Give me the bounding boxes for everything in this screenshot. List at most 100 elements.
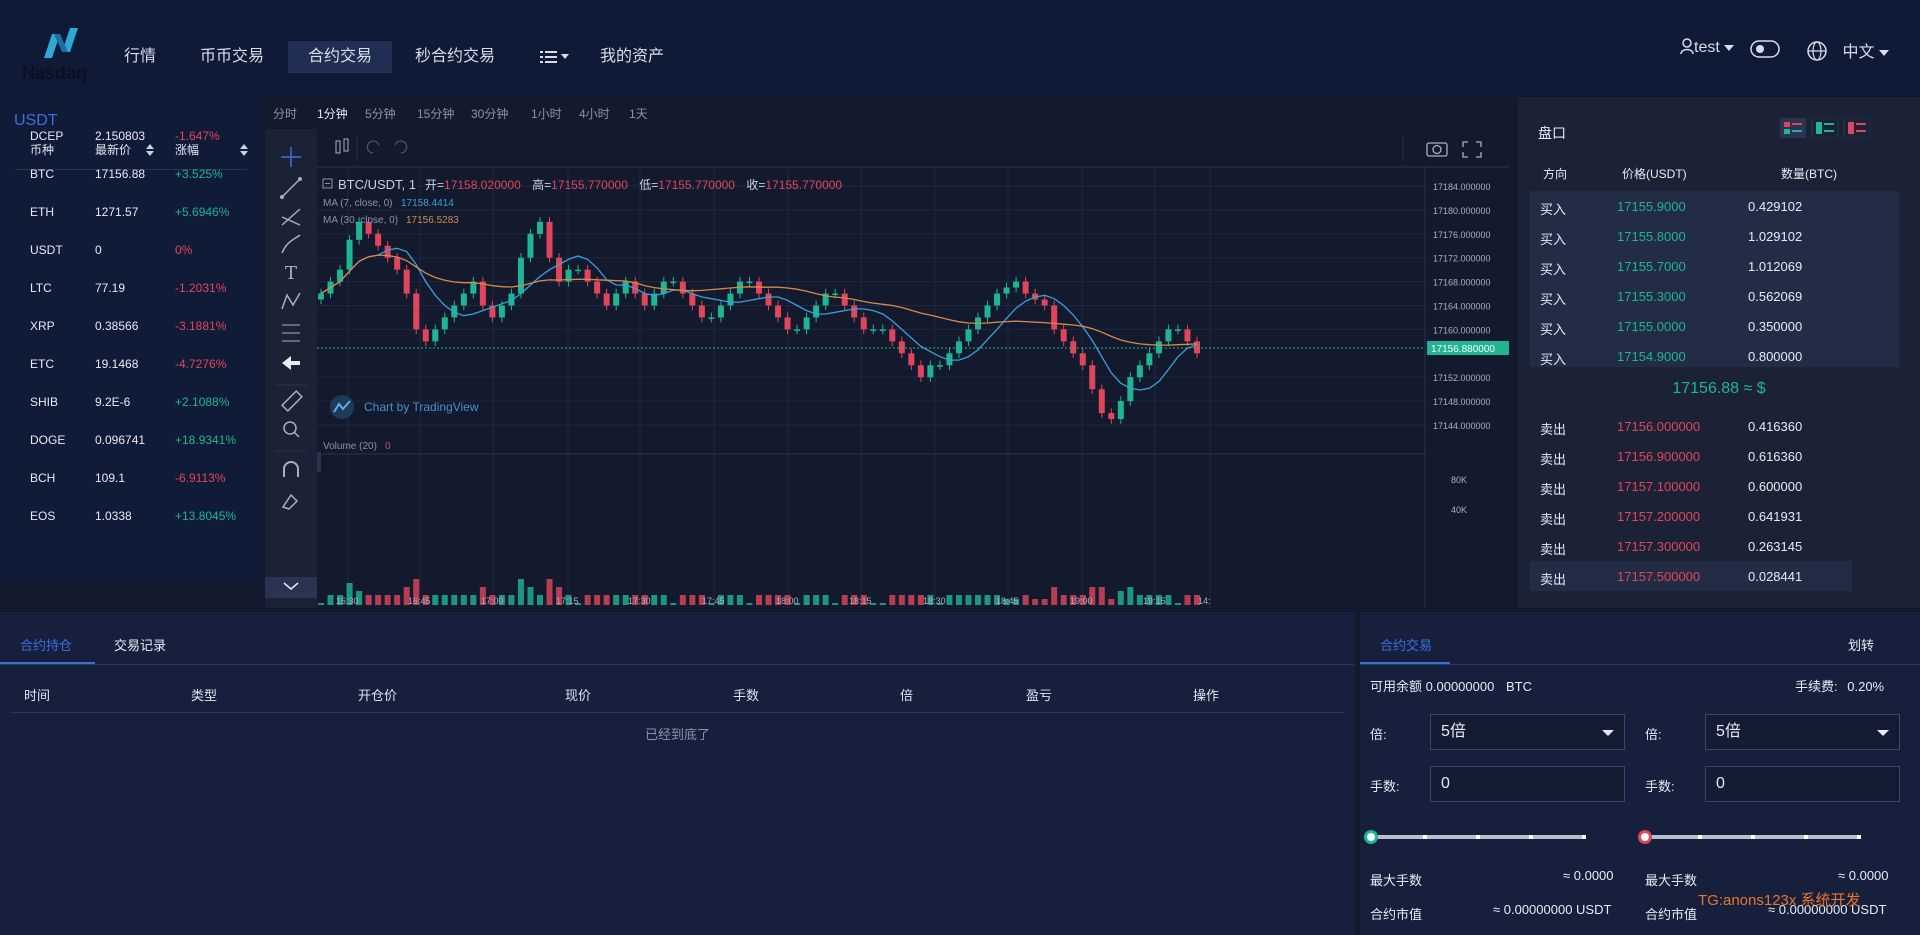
bid-row[interactable]: 买入 17154.9000 0.800000 bbox=[1530, 341, 1899, 371]
interval-option[interactable]: 1小时 bbox=[531, 107, 562, 121]
x-tick-label: 16:45 bbox=[408, 596, 431, 606]
candle bbox=[1089, 365, 1096, 390]
market-row[interactable]: EOS 1.0338 +13.8045% bbox=[0, 497, 262, 535]
market-quote-tab[interactable]: USDT bbox=[14, 112, 58, 129]
candle-type-icon[interactable] bbox=[335, 138, 349, 154]
balance-unit: BTC bbox=[1505, 679, 1532, 694]
market-row[interactable]: XRP 0.38566 -3.1881% bbox=[0, 307, 262, 345]
interval-option[interactable]: 4小时 bbox=[579, 107, 610, 121]
ask-row[interactable]: 卖出 17157.300000 0.263145 bbox=[1530, 531, 1899, 561]
price-chart[interactable]: 17184.000000 17180.000000 17176.000000 1717… bbox=[317, 129, 1510, 608]
volume-bar bbox=[841, 595, 848, 605]
bid-row[interactable]: 买入 17155.3000 0.562069 bbox=[1530, 281, 1899, 311]
volume-bar bbox=[1117, 591, 1124, 605]
logo[interactable]: Nasdaq bbox=[22, 28, 102, 88]
coin-price: 9.2E-6 bbox=[95, 395, 131, 409]
text-tool-icon[interactable]: T bbox=[285, 263, 297, 284]
magnet-icon[interactable] bbox=[283, 461, 299, 477]
lots-slider-short-handle[interactable] bbox=[1638, 830, 1652, 844]
market-row[interactable]: SHIB 9.2E-6 +2.1088% bbox=[0, 383, 262, 421]
ask-row[interactable]: 卖出 17157.500000 0.028441 bbox=[1530, 561, 1852, 591]
prediction-icon[interactable] bbox=[282, 324, 300, 342]
fib-tool-icon[interactable] bbox=[281, 208, 301, 226]
leverage-select-short[interactable]: 5倍 bbox=[1705, 714, 1900, 750]
ask-row[interactable]: 卖出 17157.100000 0.600000 bbox=[1530, 471, 1899, 501]
interval-option[interactable]: 5分钟 bbox=[365, 107, 396, 121]
volume-bar bbox=[565, 595, 572, 605]
col-header-change[interactable]: 涨幅 bbox=[175, 141, 249, 161]
tradingview-attribution[interactable]: Chart by TradingView bbox=[364, 400, 479, 414]
user-menu[interactable]: test bbox=[1680, 38, 1735, 57]
candle bbox=[746, 281, 753, 284]
zoom-in-icon[interactable] bbox=[283, 421, 300, 438]
market-row[interactable]: ETC 19.1468 -4.7276% bbox=[0, 345, 262, 383]
volume-bar bbox=[784, 595, 791, 605]
lock-drawing-icon[interactable] bbox=[281, 493, 299, 510]
camera-icon[interactable] bbox=[1426, 142, 1448, 157]
nav-more-menu[interactable] bbox=[520, 41, 592, 73]
market-row[interactable]: DCEP 2.150803 -1.647% bbox=[0, 117, 262, 155]
bid-row[interactable]: 买入 17155.8000 1.029102 bbox=[1530, 221, 1899, 251]
volume-bar bbox=[727, 595, 734, 605]
tab-trade-history[interactable]: 交易记录 bbox=[114, 638, 167, 653]
nav-contract-trading[interactable]: 合约交易 bbox=[288, 41, 393, 73]
fullscreen-icon[interactable] bbox=[1462, 141, 1482, 158]
trend-line-icon[interactable] bbox=[280, 177, 302, 199]
market-row[interactable]: ETH 1271.57 +5.6946% bbox=[0, 193, 262, 231]
book-both-view-icon[interactable] bbox=[1780, 118, 1806, 138]
market-row[interactable]: DOGE 0.096741 +18.9341% bbox=[0, 421, 262, 459]
market-row[interactable]: LTC 77.19 -1.2031% bbox=[0, 269, 262, 307]
volume-bar bbox=[860, 595, 867, 605]
candle bbox=[1136, 365, 1143, 378]
collapse-legend-icon[interactable] bbox=[322, 178, 333, 189]
chevron-down-icon[interactable] bbox=[283, 582, 299, 590]
lots-slider-long-handle[interactable] bbox=[1364, 830, 1378, 844]
theme-toggle[interactable] bbox=[1750, 40, 1780, 63]
interval-option[interactable]: 30分钟 bbox=[471, 107, 509, 121]
tab-positions[interactable]: 合约持仓 bbox=[20, 638, 73, 653]
ask-row[interactable]: 卖出 17156.900000 0.616360 bbox=[1530, 441, 1899, 471]
max-lots-label-long: 最大手数 bbox=[1370, 873, 1423, 888]
lots-input-short[interactable]: 0 bbox=[1705, 766, 1900, 802]
interval-option[interactable]: 1天 bbox=[629, 107, 648, 121]
bid-row[interactable]: 买入 17155.9000 0.429102 bbox=[1530, 191, 1899, 221]
nav-second-contract[interactable]: 秒合约交易 bbox=[415, 48, 496, 65]
book-bids-view-icon[interactable] bbox=[1811, 117, 1839, 139]
nav-spot-trading[interactable]: 币币交易 bbox=[200, 48, 265, 65]
order-qty: 0.429102 bbox=[1748, 199, 1803, 214]
market-row[interactable]: BTC 17156.88 +3.525% bbox=[0, 155, 262, 193]
pane-resize-handle[interactable] bbox=[317, 452, 321, 472]
arrow-left-icon[interactable] bbox=[282, 356, 300, 370]
market-row[interactable]: USDT 0 0% bbox=[0, 231, 262, 269]
bid-row[interactable]: 买入 17155.0000 0.350000 bbox=[1530, 311, 1899, 341]
candle bbox=[394, 257, 401, 270]
ask-row[interactable]: 卖出 17156.000000 0.416360 bbox=[1530, 411, 1899, 441]
volume-bar bbox=[613, 595, 620, 605]
brush-icon[interactable] bbox=[281, 234, 301, 254]
ask-row[interactable]: 卖出 17157.200000 0.641931 bbox=[1530, 501, 1899, 531]
language-menu[interactable]: 中文 bbox=[1806, 38, 1889, 62]
tab-contract-trade[interactable]: 合约交易 bbox=[1380, 638, 1433, 653]
interval-option[interactable]: 15分钟 bbox=[417, 107, 455, 121]
transfer-button[interactable]: 划转 bbox=[1848, 638, 1875, 653]
interval-option[interactable]: 分时 bbox=[273, 107, 298, 121]
nav-market[interactable]: 行情 bbox=[124, 48, 157, 65]
slider-tick bbox=[1529, 835, 1533, 839]
volume-bar bbox=[870, 603, 877, 605]
lots-input-long[interactable]: 0 bbox=[1430, 766, 1625, 802]
crosshair-icon[interactable] bbox=[281, 147, 301, 167]
book-asks-view-icon[interactable] bbox=[1843, 117, 1871, 139]
pattern-icon[interactable] bbox=[281, 292, 301, 310]
watermark: TG:anons123x 系统开发 bbox=[1698, 892, 1861, 909]
candle bbox=[965, 329, 972, 342]
interval-option[interactable]: 1分钟 bbox=[317, 107, 348, 121]
candle bbox=[765, 293, 772, 306]
leverage-select-long[interactable]: 5倍 bbox=[1430, 714, 1625, 750]
bid-row[interactable]: 买入 17155.7000 1.012069 bbox=[1530, 251, 1899, 281]
undo-icon[interactable] bbox=[366, 140, 380, 154]
market-row[interactable]: BCH 109.1 -6.9113% bbox=[0, 459, 262, 497]
redo-icon[interactable] bbox=[394, 140, 408, 154]
ruler-icon[interactable] bbox=[281, 390, 303, 412]
col-header-price[interactable]: 最新价 bbox=[95, 141, 155, 161]
nav-my-assets[interactable]: 我的资产 bbox=[600, 48, 665, 65]
